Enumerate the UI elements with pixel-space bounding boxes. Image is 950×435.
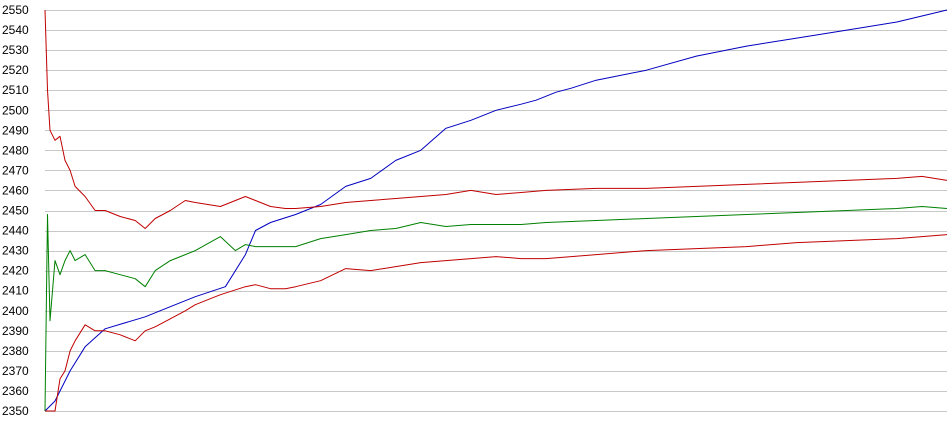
y-tick-label: 2400 xyxy=(2,304,29,318)
y-tick-label: 2440 xyxy=(2,224,29,238)
series-line xyxy=(44,206,948,412)
series-line xyxy=(44,9,948,412)
series-1 xyxy=(44,9,948,229)
y-tick-label: 2540 xyxy=(2,23,29,37)
series-2 xyxy=(44,206,948,412)
y-tick-label: 2530 xyxy=(2,43,29,57)
y-tick-label: 2520 xyxy=(2,63,29,77)
y-tick-label: 2460 xyxy=(2,183,29,197)
series-0 xyxy=(44,9,948,412)
y-tick-label: 2490 xyxy=(2,123,29,137)
grid-lines xyxy=(45,10,947,412)
y-tick-label: 2500 xyxy=(2,103,29,117)
y-tick-label: 2480 xyxy=(2,143,29,157)
series-line xyxy=(44,9,948,229)
y-tick-label: 2390 xyxy=(2,324,29,338)
y-tick-label: 2450 xyxy=(2,204,29,218)
data-series xyxy=(44,9,948,412)
y-tick-label: 2430 xyxy=(2,244,29,258)
y-tick-label: 2410 xyxy=(2,284,29,298)
series-line xyxy=(45,234,948,412)
y-tick-label: 2420 xyxy=(2,264,29,278)
y-tick-label: 2510 xyxy=(2,83,29,97)
y-tick-label: 2370 xyxy=(2,364,29,378)
y-axis-tick-labels: 2350 2360 2370 2380 2390 2400 2410 2420 2430 2440… xyxy=(2,3,29,418)
y-tick-label: 2550 xyxy=(2,3,29,17)
series-3 xyxy=(45,234,948,412)
y-tick-label: 2360 xyxy=(2,384,29,398)
y-tick-label: 2350 xyxy=(2,404,29,418)
y-tick-label: 2380 xyxy=(2,344,29,358)
y-tick-label: 2470 xyxy=(2,163,29,177)
